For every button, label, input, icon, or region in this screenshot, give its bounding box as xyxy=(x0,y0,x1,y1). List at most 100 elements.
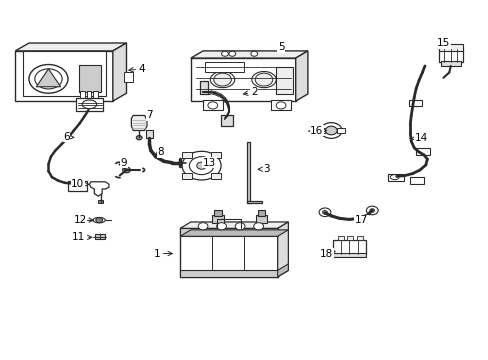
Text: 16: 16 xyxy=(309,126,326,135)
Text: 18: 18 xyxy=(319,248,334,258)
Circle shape xyxy=(322,211,327,214)
Circle shape xyxy=(136,135,142,140)
Text: 14: 14 xyxy=(410,133,427,143)
Circle shape xyxy=(250,51,257,56)
Bar xyxy=(408,100,421,107)
Polygon shape xyxy=(190,51,307,58)
Polygon shape xyxy=(180,230,288,236)
Bar xyxy=(438,49,462,62)
Circle shape xyxy=(29,64,68,93)
Polygon shape xyxy=(131,116,147,131)
Circle shape xyxy=(320,123,341,138)
Bar xyxy=(95,234,104,239)
Text: 2: 2 xyxy=(243,87,257,97)
Bar xyxy=(211,215,223,223)
Text: 1: 1 xyxy=(153,248,172,258)
Text: 8: 8 xyxy=(155,147,163,157)
Bar xyxy=(356,236,362,240)
Bar xyxy=(145,130,153,138)
Bar xyxy=(205,62,244,72)
Circle shape xyxy=(253,223,263,230)
Circle shape xyxy=(325,126,336,135)
Circle shape xyxy=(96,218,102,223)
Circle shape xyxy=(198,223,207,230)
Polygon shape xyxy=(36,69,61,87)
Circle shape xyxy=(319,208,330,217)
Circle shape xyxy=(182,151,221,180)
Polygon shape xyxy=(277,222,288,277)
Circle shape xyxy=(221,51,228,56)
Bar xyxy=(221,116,233,126)
Bar xyxy=(76,98,103,111)
Text: 5: 5 xyxy=(277,42,284,52)
Bar xyxy=(93,91,98,98)
Circle shape xyxy=(35,69,62,89)
Circle shape xyxy=(196,162,206,169)
Bar xyxy=(203,100,222,110)
Bar xyxy=(387,174,403,181)
Bar xyxy=(124,72,133,82)
Bar xyxy=(182,174,192,179)
Bar xyxy=(80,91,85,98)
Bar xyxy=(440,61,460,66)
Polygon shape xyxy=(15,43,126,51)
Bar xyxy=(255,215,267,223)
Text: 6: 6 xyxy=(63,132,74,142)
Text: 9: 9 xyxy=(121,158,127,168)
Bar xyxy=(211,174,221,179)
Bar xyxy=(276,67,293,94)
Bar xyxy=(190,58,295,101)
Bar xyxy=(409,177,423,184)
Circle shape xyxy=(276,102,285,109)
Polygon shape xyxy=(295,51,307,101)
Bar xyxy=(180,228,277,236)
Bar xyxy=(180,228,277,277)
Text: 13: 13 xyxy=(202,158,216,168)
Bar xyxy=(15,51,113,101)
Text: 3: 3 xyxy=(258,164,269,174)
Circle shape xyxy=(255,73,272,86)
Circle shape xyxy=(189,157,213,175)
Bar xyxy=(182,152,192,158)
Polygon shape xyxy=(277,264,288,277)
Bar xyxy=(332,253,366,257)
Bar xyxy=(79,65,101,92)
Circle shape xyxy=(216,223,226,230)
Bar xyxy=(247,142,250,203)
Bar xyxy=(86,91,91,98)
Text: 11: 11 xyxy=(72,232,92,242)
Circle shape xyxy=(213,73,231,86)
Bar xyxy=(337,236,343,240)
Text: 17: 17 xyxy=(354,215,367,225)
Circle shape xyxy=(235,223,244,230)
Circle shape xyxy=(207,102,217,109)
Circle shape xyxy=(366,206,377,215)
Circle shape xyxy=(228,51,235,56)
Bar xyxy=(415,148,429,155)
Bar xyxy=(257,210,265,216)
Bar xyxy=(199,81,208,94)
Text: 4: 4 xyxy=(129,64,145,74)
Bar xyxy=(271,100,290,110)
Bar xyxy=(68,181,86,192)
Polygon shape xyxy=(180,222,288,228)
Bar xyxy=(332,240,366,253)
Text: 7: 7 xyxy=(145,111,152,121)
Bar xyxy=(22,51,105,96)
Polygon shape xyxy=(113,43,126,101)
Bar xyxy=(98,201,103,203)
Circle shape xyxy=(369,209,374,212)
Bar xyxy=(247,201,262,203)
Text: 12: 12 xyxy=(73,215,93,225)
Circle shape xyxy=(122,167,130,173)
Bar xyxy=(211,152,221,158)
Text: 15: 15 xyxy=(436,38,449,48)
Bar xyxy=(336,128,344,134)
Bar xyxy=(346,236,352,240)
Polygon shape xyxy=(89,182,109,196)
Bar xyxy=(180,270,277,277)
Bar xyxy=(317,128,325,134)
Bar xyxy=(213,210,221,216)
Bar xyxy=(438,44,462,51)
Text: 10: 10 xyxy=(71,179,88,189)
